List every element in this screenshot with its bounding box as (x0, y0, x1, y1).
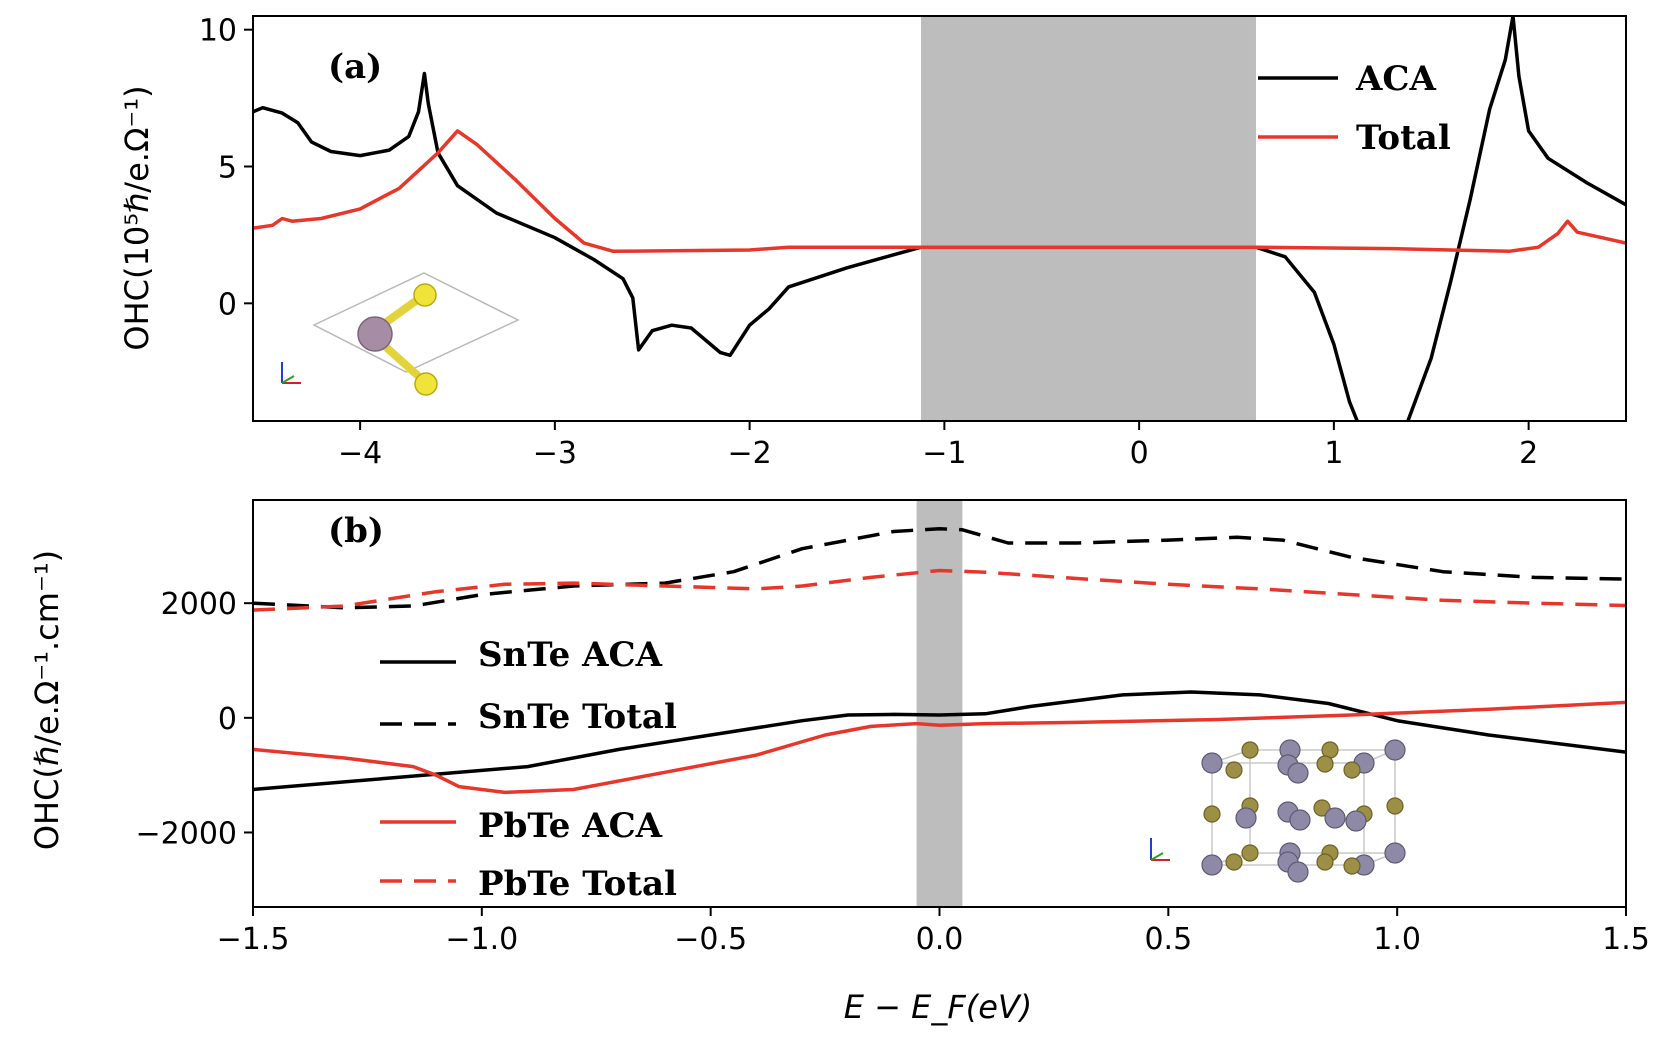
inset-a-te-atom (413, 283, 437, 307)
inset-b-purple-atom (1384, 842, 1406, 864)
inset-b-olive-atom (1316, 853, 1334, 871)
panel-a-series (253, 16, 1626, 421)
legend-a-aca-label: ACA (1355, 59, 1436, 99)
panel-a-ylabel: OHC(10⁵ℏ/e.Ω⁻¹) (118, 85, 156, 350)
panel-a-inset-structure (281, 272, 520, 396)
y-tick-label: 2000 (161, 587, 237, 622)
legend-b-pbte-total-label: PbTe Total (478, 864, 677, 904)
panel-a: −4 −3 −2 −1 0 1 2 0 5 10 (a) OHC(10⁵ℏ/e.Ω⁻¹) ACA … (118, 14, 1627, 471)
inset-b-purple-atom (1201, 854, 1223, 876)
panel-a-label: (a) (328, 47, 382, 87)
panel-b-label: (b) (328, 511, 384, 551)
series-a-total (253, 129, 1626, 254)
axes-triad-icon (1150, 838, 1170, 861)
panel-b-shaded-band (916, 500, 963, 907)
inset-b-olive-atom (1203, 805, 1221, 823)
inset-b-olive-atom (1241, 741, 1259, 759)
panel-a-ticks: −4 −3 −2 −1 0 1 2 0 5 10 (199, 14, 1538, 471)
panel-b-ticks: −1.5 −1.0 −0.5 0.0 0.5 1.0 1.5 −2000 0 2000 (136, 587, 1650, 957)
series-b-snte-total (253, 526, 1626, 610)
y-tick-label: −2000 (136, 816, 237, 851)
x-tick-label: 2 (1519, 436, 1538, 471)
x-tick-label: 0 (1130, 436, 1149, 471)
inset-b-purple-atom (1235, 807, 1257, 829)
x-tick-label: −2 (727, 436, 771, 471)
inset-a-cell (312, 272, 520, 373)
y-tick-label: 0 (218, 702, 237, 737)
inset-b-olive-atom (1225, 853, 1243, 871)
panel-a-shaded-band (920, 16, 1256, 421)
panel-b: −1.5 −1.0 −0.5 0.0 0.5 1.0 1.5 −2000 0 2000 (b) O… (28, 499, 1650, 1026)
inset-b-purple-atom (1384, 739, 1406, 761)
panel-b-xlabel: E − E_F(eV) (844, 988, 1033, 1026)
inset-b-olive-atom (1343, 857, 1361, 875)
x-tick-label: 1.5 (1602, 922, 1650, 957)
x-tick-label: −1 (922, 436, 966, 471)
x-tick-label: −0.5 (674, 922, 747, 957)
x-tick-label: 0.0 (916, 922, 964, 957)
series-b-pbte-total (253, 568, 1626, 612)
inset-b-olive-atom (1386, 797, 1404, 815)
x-tick-label: −4 (338, 436, 382, 471)
panel-b-inset-structure (1150, 739, 1406, 883)
inset-b-purple-atom (1287, 762, 1309, 784)
panel-a-frame (252, 15, 1627, 422)
inset-b-olive-atom (1313, 799, 1331, 817)
series-a-aca-right-branch (1406, 16, 1626, 421)
y-tick-label: 10 (199, 14, 237, 49)
x-tick-label: 1.0 (1373, 922, 1421, 957)
x-tick-label: −1.0 (445, 922, 518, 957)
legend-a-total-label: Total (1356, 118, 1451, 158)
inset-b-olive-atom (1225, 761, 1243, 779)
inset-a-te-atom (414, 372, 438, 396)
axes-triad-icon (281, 362, 301, 384)
inset-b-purple-atom (1287, 861, 1309, 883)
panel-b-legend: SnTe ACA SnTe Total PbTe ACA PbTe Total (380, 635, 677, 904)
x-tick-label: −3 (533, 436, 577, 471)
series-b-snte-aca (253, 690, 1626, 792)
inset-b-olive-atom (1316, 755, 1334, 773)
inset-b-purple-atom (1201, 752, 1223, 774)
inset-b-atoms (1201, 739, 1406, 883)
inset-b-purple-atom (1289, 809, 1311, 831)
legend-b-pbte-aca-label: PbTe ACA (478, 806, 663, 846)
series-b-pbte-aca (253, 700, 1626, 795)
y-tick-label: 0 (218, 287, 237, 322)
panel-b-series (253, 526, 1626, 795)
inset-b-purple-atom (1324, 807, 1346, 829)
legend-b-snte-aca-label: SnTe ACA (478, 635, 663, 675)
inset-b-olive-atom (1241, 844, 1259, 862)
inset-a-sn-atom (357, 316, 393, 352)
inset-b-purple-atom (1345, 810, 1367, 832)
x-tick-label: −1.5 (217, 922, 290, 957)
inset-b-olive-atom (1343, 761, 1361, 779)
y-tick-label: 5 (218, 151, 237, 186)
legend-b-snte-total-label: SnTe Total (478, 697, 677, 737)
panel-b-ylabel: OHC(ℏ/e.Ω⁻¹.cm⁻¹) (28, 550, 66, 850)
x-tick-label: 0.5 (1144, 922, 1192, 957)
x-tick-label: 1 (1324, 436, 1343, 471)
panel-a-legend: ACA Total (1258, 59, 1451, 158)
